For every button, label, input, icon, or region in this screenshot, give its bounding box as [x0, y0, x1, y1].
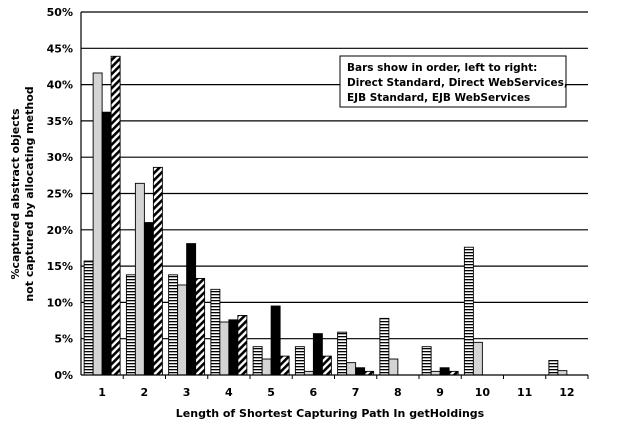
bar-series-2: [92, 72, 103, 376]
legend-note: Bars show in order, left to right: Direc…: [339, 55, 568, 108]
bar-series-3: [143, 222, 154, 376]
y-tick-label: 15%: [47, 260, 73, 273]
x-tick-label: 9: [436, 386, 444, 399]
bar-series-3: [101, 111, 112, 376]
gridlines: [81, 11, 588, 340]
y-tick-label: 30%: [47, 151, 73, 164]
bar-series-4: [110, 55, 121, 376]
axes: [80, 12, 589, 379]
y-tick-label: 20%: [47, 224, 73, 237]
bar-series-3: [355, 367, 366, 376]
bar-series-3: [186, 243, 197, 376]
legend-note-line-2: Direct Standard, Direct WebServices,: [347, 77, 568, 89]
legend-note-line-3: EJB Standard, EJB WebServices: [347, 92, 530, 104]
y-axis-label-line-2: not captured by allocating method: [23, 86, 36, 301]
bar-series-3: [228, 319, 239, 376]
bar-series-1: [125, 274, 136, 376]
tick-labels: 0%5%10%15%20%25%30%35%40%45%50%1 2 3 4 5 6 7 8 9…: [47, 6, 575, 399]
x-tick-label: 8: [394, 386, 402, 399]
y-axis-label-line-1: %captured abstract objects: [9, 108, 22, 280]
x-tick-label: 4: [225, 386, 233, 399]
bar-series-4: [279, 355, 290, 376]
bar-series-1: [294, 346, 305, 376]
bar-series-4: [195, 277, 206, 376]
bar-series-1: [83, 260, 94, 376]
bar-series-4: [152, 166, 163, 376]
bar-series-2: [177, 284, 188, 376]
bar-series-1: [210, 288, 221, 376]
legend-note-line-1: Bars show in order, left to right:: [347, 62, 537, 74]
bar-series-3: [270, 305, 281, 376]
bar-series-2: [261, 358, 272, 376]
bar-series-1: [337, 331, 348, 376]
y-tick-label: 35%: [47, 115, 73, 128]
bar-series-1: [252, 346, 263, 376]
bar-series-1: [548, 360, 559, 376]
x-axis-label: Length of Shortest Capturing Path In get…: [176, 407, 485, 420]
x-tick-label: 1: [98, 386, 106, 399]
bar-series-4: [321, 355, 332, 376]
y-tick-label: 40%: [47, 79, 73, 92]
bar-series-1: [463, 246, 474, 376]
y-tick-label: 0%: [54, 369, 73, 382]
bar-series-1: [421, 346, 432, 376]
x-tick-label: 12: [559, 386, 574, 399]
legend-note-box: [339, 55, 567, 108]
y-tick-label: 45%: [47, 42, 73, 55]
bar-series-1: [168, 274, 179, 376]
y-tick-label: 5%: [54, 333, 73, 346]
bar-series-2: [472, 341, 483, 376]
bar-series-1: [379, 317, 390, 376]
bar-series-2: [219, 321, 230, 376]
y-tick-label: 10%: [47, 296, 73, 309]
x-tick-label: 5: [267, 386, 275, 399]
x-tick-label: 3: [183, 386, 191, 399]
bar-series-2: [388, 358, 399, 376]
bar-series-2: [346, 362, 357, 376]
bar-series-2: [557, 370, 568, 376]
x-tick-label: 6: [310, 386, 318, 399]
y-tick-label: 50%: [47, 6, 73, 19]
y-tick-label: 25%: [47, 188, 73, 201]
bars: [83, 55, 568, 376]
x-tick-label: 7: [352, 386, 360, 399]
x-tick-label: 11: [517, 386, 532, 399]
x-tick-label: 10: [475, 386, 491, 399]
bar-series-4: [237, 315, 248, 376]
bar-series-3: [439, 367, 450, 376]
bar-series-2: [134, 182, 145, 376]
bar-series-3: [312, 333, 323, 376]
x-tick-label: 2: [141, 386, 149, 399]
